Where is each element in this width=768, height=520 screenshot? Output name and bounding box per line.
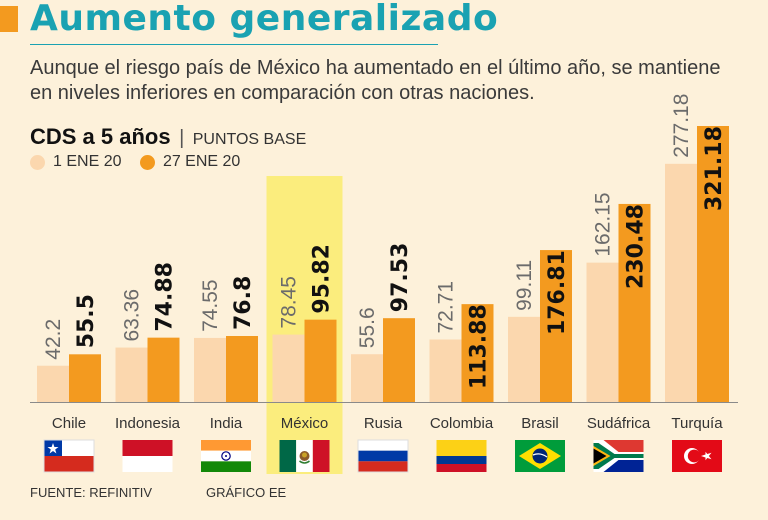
category-label-rusia: Rusia — [364, 415, 403, 432]
colombia-flag-icon — [436, 440, 487, 472]
category-label-sudafrica: Sudáfrica — [587, 415, 651, 432]
bar-rusia-1-ene-20 — [351, 354, 383, 402]
category-label-chile: Chile — [52, 415, 86, 432]
bar-colombia-1-ene-20 — [429, 339, 462, 402]
heading-separator: | — [179, 127, 185, 149]
title-accent-bar — [0, 6, 18, 32]
indonesia-flag-icon — [122, 440, 173, 472]
value-label-rusia-27-ene-20: 97.53 — [388, 243, 413, 313]
value-label-chile-27-ene-20: 55.5 — [74, 294, 99, 348]
category-label-colombia: Colombia — [430, 415, 494, 432]
legend-label-new: 27 ENE 20 — [162, 153, 241, 170]
legend-item-old: 1 ENE 20 — [30, 153, 121, 171]
category-label-indonesia: Indonesia — [115, 415, 181, 432]
source-note: FUENTE: REFINITIV — [30, 485, 153, 500]
title-underline — [30, 44, 438, 45]
bar-rusia-27-ene-20 — [383, 318, 415, 402]
bar-mexico-27-ene-20 — [304, 319, 337, 402]
value-label-rusia-1-ene-20: 55.6 — [356, 307, 379, 348]
turkey-flag-icon — [672, 440, 722, 472]
page-title: Aumento generalizado — [30, 0, 499, 39]
value-label-sudafrica-27-ene-20: 230.48 — [624, 204, 649, 289]
value-label-turquia-27-ene-20: 321.18 — [702, 126, 727, 211]
bar-indonesia-27-ene-20 — [147, 337, 180, 402]
legend-swatch-new — [139, 154, 155, 170]
category-label-india: India — [210, 415, 243, 432]
value-label-brasil-1-ene-20: 99.11 — [513, 260, 536, 311]
chart-title: CDS a 5 años — [30, 124, 171, 149]
value-label-mexico-1-ene-20: 78.45 — [278, 276, 301, 329]
value-label-india-1-ene-20: 74.55 — [199, 279, 222, 332]
russia-flag-icon — [357, 439, 409, 473]
value-label-indonesia-1-ene-20: 63.36 — [121, 289, 144, 342]
chart-legend: 1 ENE 20 27 ENE 20 — [30, 153, 254, 175]
value-label-turquia-1-ene-20: 277.18 — [670, 94, 693, 158]
bar-sudafrica-1-ene-20 — [586, 262, 619, 402]
category-label-mexico: México — [281, 415, 329, 432]
bar-indonesia-1-ene-20 — [115, 347, 148, 402]
bar-brasil-1-ene-20 — [508, 316, 540, 402]
chart-heading: CDS a 5 años | PUNTOS BASE — [30, 124, 306, 150]
mexico-flag-icon — [279, 440, 330, 472]
graphic-credit: GRÁFICO EE — [206, 485, 287, 500]
value-label-sudafrica-1-ene-20: 162.15 — [592, 192, 615, 256]
legend-swatch-old — [30, 154, 45, 170]
value-label-indonesia-27-ene-20: 74.88 — [153, 262, 178, 332]
bar-india-1-ene-20 — [194, 337, 226, 402]
value-label-mexico-27-ene-20: 95.82 — [310, 244, 335, 314]
value-label-chile-1-ene-20: 42.2 — [42, 319, 65, 360]
value-label-brasil-27-ene-20: 176.81 — [545, 250, 570, 335]
bar-mexico-1-ene-20 — [272, 334, 305, 402]
bar-india-27-ene-20 — [226, 336, 258, 402]
bar-brasil-27-ene-20 — [540, 250, 572, 402]
bar-turquia-1-ene-20 — [665, 163, 697, 402]
bar-sudafrica-27-ene-20 — [618, 203, 651, 402]
bar-colombia-27-ene-20 — [461, 304, 494, 402]
legend-item-new: 27 ENE 20 — [139, 153, 241, 171]
value-label-colombia-27-ene-20: 113.88 — [467, 304, 492, 389]
legend-label-old: 1 ENE 20 — [53, 153, 122, 170]
chart-unit: PUNTOS BASE — [192, 131, 307, 148]
value-label-colombia-1-ene-20: 72.71 — [435, 281, 458, 334]
bar-chile-27-ene-20 — [69, 354, 101, 402]
bar-chile-1-ene-20 — [37, 365, 69, 402]
south-africa-flag-icon — [593, 440, 644, 472]
value-label-india-27-ene-20: 76.8 — [231, 276, 256, 330]
category-label-turquia: Turquía — [671, 415, 723, 432]
category-label-brasil: Brasil — [521, 415, 559, 432]
chile-flag-icon — [43, 439, 95, 473]
india-flag-icon — [201, 440, 251, 472]
brazil-flag-icon — [515, 440, 565, 472]
bar-turquia-27-ene-20 — [697, 126, 729, 402]
page-subtitle: Aunque el riesgo país de México ha aumen… — [30, 57, 721, 104]
